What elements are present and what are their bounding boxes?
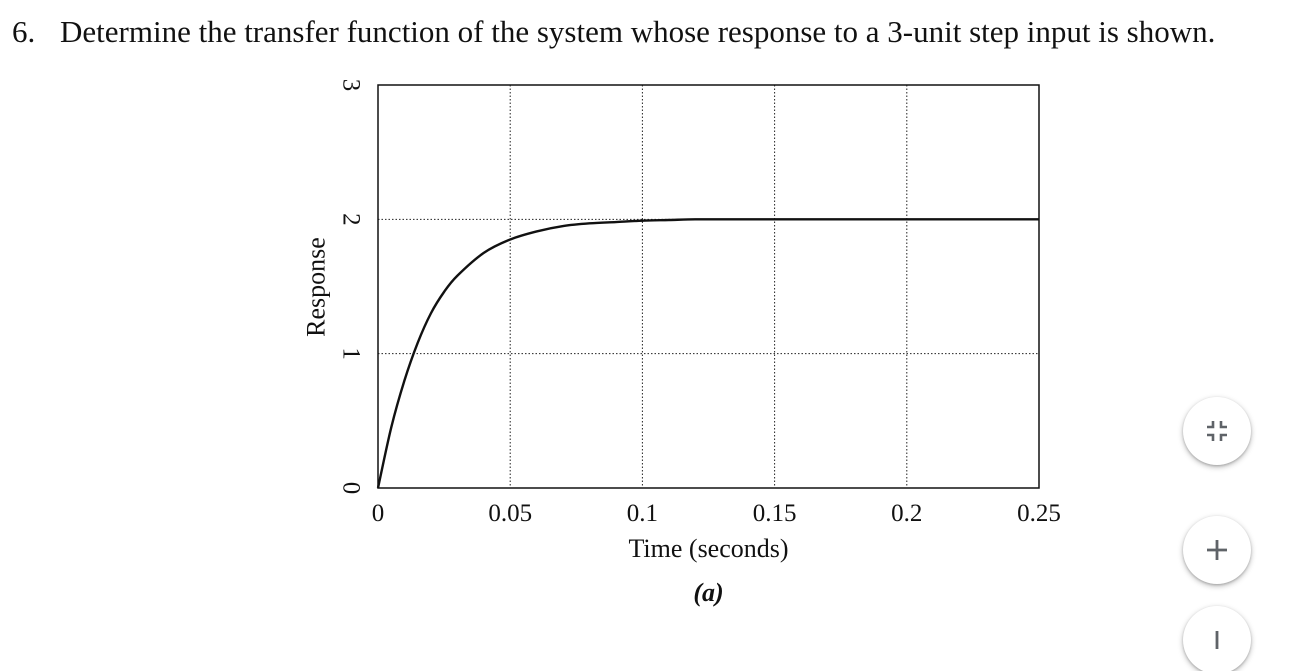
y-axis-label: Response (302, 237, 331, 337)
x-tick-label: 0.05 (488, 500, 532, 527)
question-number: 6. (12, 14, 36, 49)
x-tick-label: 0.15 (753, 500, 797, 527)
x-axis-label: Time (seconds) (628, 534, 788, 563)
minus-icon (1204, 627, 1230, 653)
fit-to-screen-icon (1204, 418, 1230, 444)
y-tick-label: 0 (338, 482, 365, 495)
plus-icon (1204, 537, 1230, 563)
x-tick-label: 0.25 (1017, 500, 1061, 527)
zoom-in-button[interactable] (1183, 516, 1251, 584)
fit-to-screen-button[interactable] (1183, 397, 1251, 465)
figure-sublabel: (a) (693, 578, 723, 607)
x-tick-label: 0.1 (627, 500, 658, 527)
tick-labels: 0 0.05 0.1 0.15 0.2 0.25 0 1 2 3 (338, 79, 1061, 527)
plot-frame (377, 84, 1040, 489)
response-curve (376, 218, 1039, 489)
y-tick-label: 3 (338, 79, 365, 92)
question-text: 6. Determine the transfer function of the… (12, 14, 1215, 50)
y-tick-label: 1 (338, 347, 365, 360)
question-body: Determine the transfer function of the s… (60, 14, 1216, 49)
grid-lines (378, 85, 1039, 488)
y-tick-label: 2 (338, 213, 365, 226)
zoom-out-button[interactable] (1183, 606, 1251, 671)
x-tick-label: 0 (372, 500, 385, 527)
x-tick-label: 0.2 (891, 500, 922, 527)
